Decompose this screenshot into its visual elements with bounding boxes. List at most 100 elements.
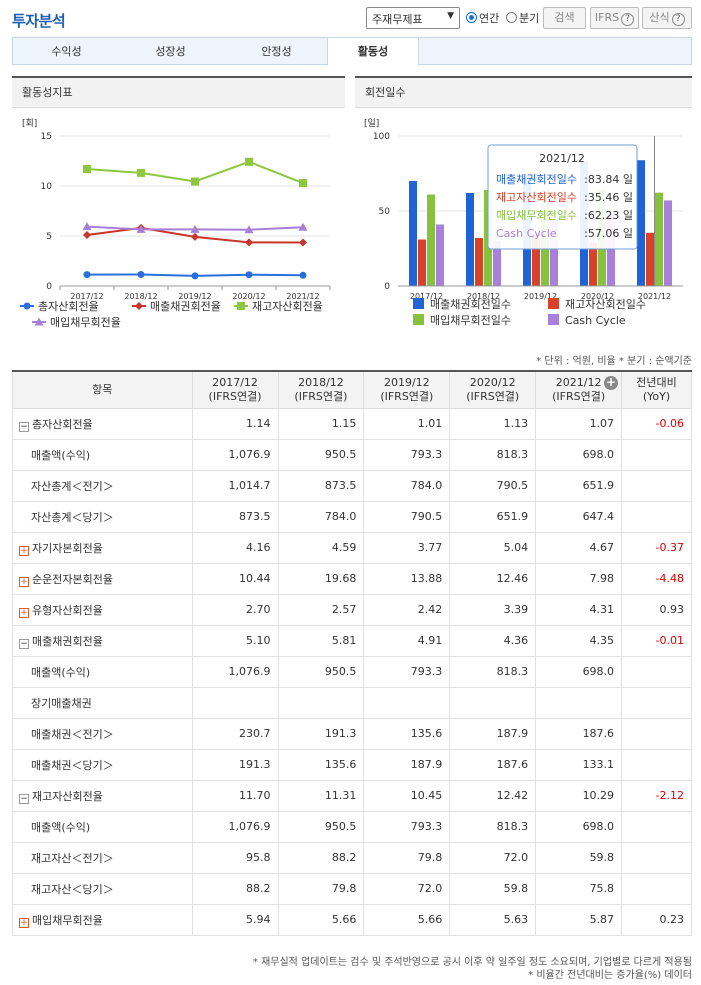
- x-tick-label: 2020/12: [232, 292, 265, 301]
- ifrs-help-button[interactable]: IFRS?: [590, 7, 639, 29]
- col-yoy-sub: (YoY): [642, 389, 671, 403]
- data-point: [191, 272, 199, 280]
- value-cell: 2.70: [191, 593, 279, 626]
- row-label-cell: 자산총계＜당기＞: [12, 500, 193, 533]
- y-tick-label: 15: [41, 132, 52, 142]
- tab-growth[interactable]: 성장성: [155, 45, 186, 58]
- value-cell: 1,014.7: [191, 469, 279, 502]
- col-basis: (IFRS연결): [466, 389, 520, 403]
- statement-select-value: 주재무제표: [372, 13, 423, 26]
- collapse-icon[interactable]: −: [19, 793, 29, 804]
- data-point: [190, 224, 200, 233]
- value-cell: [277, 686, 365, 719]
- data-point: [34, 317, 44, 326]
- expand-icon[interactable]: +: [19, 607, 29, 618]
- value-cell: 1,076.9: [191, 810, 279, 843]
- value-cell: 59.8: [535, 841, 623, 874]
- value-cell: 12.42: [449, 779, 537, 812]
- value-cell: 790.5: [363, 500, 451, 533]
- yoy-cell: 0.23: [621, 903, 692, 936]
- radio-unchecked-icon: [506, 12, 517, 23]
- value-cell: 72.0: [449, 841, 537, 874]
- col-basis: (IFRS연결): [294, 389, 348, 403]
- value-cell: 11.70: [191, 779, 279, 812]
- value-cell: [449, 686, 537, 719]
- yoy-cell: [621, 748, 692, 781]
- row-label-cell: 재고자산＜당기＞: [12, 872, 193, 905]
- table-header-row: 항목 2017/12 (IFRS연결) 2018/12 (IFRS연결) 2019/…: [12, 370, 692, 409]
- expand-icon[interactable]: +: [19, 545, 29, 556]
- radio-annual-label: 연간: [479, 12, 500, 25]
- bar: [493, 241, 501, 286]
- value-cell: 1.07: [535, 407, 623, 440]
- row-label: 매출액(수익): [31, 665, 91, 679]
- value-cell: 651.9: [449, 500, 537, 533]
- data-point: [83, 165, 91, 173]
- data-point: [191, 177, 199, 186]
- row-label: 재고자산＜당기＞: [31, 882, 114, 896]
- radio-annual[interactable]: 연간: [466, 10, 499, 26]
- table-row: 재고자산＜당기＞ 88.2 79.8 72.0 59.8 75.8: [12, 872, 692, 905]
- bar: [655, 192, 663, 286]
- value-cell: 784.0: [363, 469, 451, 502]
- value-cell: 5.10: [191, 624, 279, 657]
- tab-activity[interactable]: 활동성: [327, 37, 419, 66]
- tab-profitability[interactable]: 수익성: [51, 45, 82, 58]
- table-row: 매출액(수익) 1,076.9 950.5 793.3 818.3 698.0: [12, 655, 692, 688]
- value-cell: 10.44: [191, 562, 279, 595]
- collapse-icon[interactable]: −: [19, 421, 29, 432]
- value-cell: 191.3: [277, 717, 365, 750]
- yoy-cell: [621, 841, 692, 874]
- x-tick-label: 2017/12: [70, 292, 103, 301]
- row-label-cell: − 재고자산회전율: [12, 779, 193, 812]
- help-icon: ?: [671, 13, 685, 26]
- tab-stability[interactable]: 안정성: [261, 45, 292, 58]
- value-cell: 19.68: [277, 562, 365, 595]
- add-column-icon[interactable]: +: [604, 375, 619, 390]
- value-cell: 698.0: [535, 438, 623, 471]
- radio-quarter[interactable]: 분기: [506, 10, 539, 26]
- radio-quarter-label: 분기: [519, 12, 540, 25]
- units-note: * 단위 : 억원, 비율 * 분기 : 순액기준: [536, 356, 692, 367]
- value-cell: 7.98: [535, 562, 623, 595]
- footnote-update: * 재무실적 업데이트는 검수 및 주석반영으로 공시 이후 약 일주일 정도 …: [252, 957, 692, 968]
- expand-icon[interactable]: +: [19, 576, 29, 587]
- value-cell: 5.04: [449, 531, 537, 564]
- table-row: 재고자산＜전기＞ 95.8 88.2 79.8 72.0 59.8: [12, 841, 692, 874]
- value-cell: 5.63: [449, 903, 537, 936]
- statement-select[interactable]: 주재무제표 ▼: [366, 7, 460, 29]
- value-cell: 88.2: [191, 872, 279, 905]
- yoy-cell: -2.12: [621, 779, 692, 812]
- y-tick-label: 10: [41, 182, 53, 192]
- table-row: + 순운전자본회전율 10.44 19.68 13.88 12.46 7.98 -4.48: [12, 562, 692, 595]
- activity-ratio-line-chart: [회] 0 5 10 15 2017/12 2018/12 2019/12 2020/12 202…: [20, 118, 331, 329]
- collapse-icon[interactable]: −: [19, 638, 29, 649]
- value-cell: 873.5: [191, 500, 279, 533]
- expand-icon[interactable]: +: [19, 917, 29, 928]
- search-button[interactable]: 검색: [543, 7, 586, 29]
- table-row: 매출채권＜전기＞ 230.7 191.3 135.6 187.9 187.6: [12, 717, 692, 750]
- yoy-cell: -4.48: [621, 562, 692, 595]
- x-tick-label: 2019/12: [524, 292, 557, 301]
- value-cell: 5.81: [277, 624, 365, 657]
- data-point: [191, 232, 199, 241]
- tooltip-title: 2021/12: [539, 152, 585, 165]
- value-cell: 95.8: [191, 841, 279, 874]
- value-cell: 75.8: [535, 872, 623, 905]
- row-label: 자산총계＜전기＞: [31, 479, 114, 493]
- bar: [418, 239, 426, 286]
- col-year: 2020/12: [469, 375, 516, 389]
- value-cell: 818.3: [449, 438, 537, 471]
- col-year: 2018/12: [298, 375, 344, 389]
- value-cell: 230.7: [191, 717, 279, 750]
- activity-ratio-heading: 활동성지표: [12, 78, 345, 108]
- formula-help-button[interactable]: 산식?: [642, 7, 692, 29]
- value-cell: 187.9: [363, 748, 451, 781]
- legend-label: Cash Cycle: [565, 314, 626, 327]
- x-tick-label: 2021/12: [286, 292, 319, 301]
- value-cell: [535, 686, 623, 719]
- tooltip-value: :83.84 일: [584, 172, 633, 186]
- col-header-item: 항목: [12, 370, 193, 409]
- page-title: 투자분석: [12, 12, 66, 30]
